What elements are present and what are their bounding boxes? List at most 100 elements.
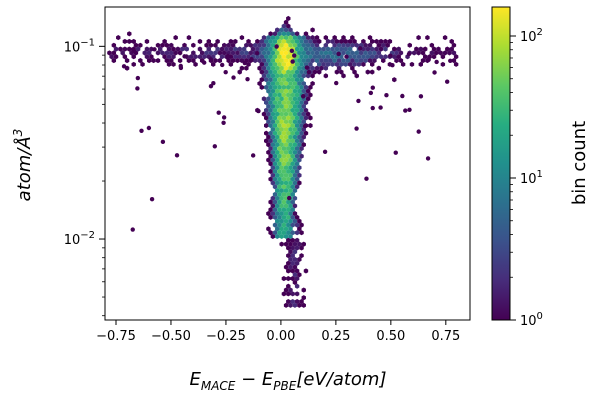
hexbin-cell [283, 180, 289, 186]
hexbin-cell [301, 103, 306, 109]
hexbin-cell [122, 54, 128, 60]
hexbin-cell [109, 54, 114, 60]
hexbin-cell [268, 207, 273, 213]
hexbin-cell [286, 222, 291, 228]
hexbin-cell [334, 69, 340, 75]
hexbin-cell [290, 145, 295, 152]
hexbin-cell [286, 207, 291, 213]
hexbin-cell [305, 111, 311, 117]
hexbin-cell [442, 50, 448, 56]
hexbin-cell [323, 35, 329, 41]
hexbin-cell [202, 60, 207, 65]
hexbin-cell [301, 119, 306, 125]
hexbin-cell [299, 253, 304, 259]
hexbin-cell [370, 85, 375, 90]
hexbin-cell [175, 46, 181, 52]
hexbin-cell [279, 126, 284, 132]
hexbin-cell [270, 180, 276, 186]
hexbin-cell [286, 184, 291, 190]
hexbin-cell [330, 61, 335, 67]
hexbin-cell [277, 207, 282, 213]
hexbin-cell [328, 58, 333, 64]
hexbin-cell [286, 253, 291, 259]
hexbin-cell [268, 115, 273, 121]
hexbin-cell [294, 100, 300, 106]
hexbin-cell [124, 58, 130, 64]
hexbin-cell [283, 73, 289, 79]
hexbin-cell [297, 126, 302, 132]
hexbin-cell [144, 38, 150, 44]
hexbin-cell [180, 46, 185, 52]
hexbin-cell [255, 46, 260, 52]
hexbin-cell [292, 302, 298, 308]
hexbin-cell [139, 128, 144, 133]
hexbin-cell [292, 203, 298, 209]
hexbin-cell [303, 54, 309, 60]
hexbin-cell [341, 50, 346, 56]
hexbin-cell [277, 115, 282, 121]
hexbin-cell [451, 42, 457, 48]
hexbin-cell [275, 111, 280, 117]
hexbin-cell [166, 61, 172, 67]
hexbin-cell [131, 61, 136, 67]
hexbin-cell [266, 111, 271, 117]
hexbin-cell [274, 44, 279, 49]
hexbin-cell [288, 103, 293, 109]
hexbin-cell [275, 195, 280, 201]
hexbin-cell [268, 168, 273, 175]
hexbin-cell [235, 58, 240, 64]
hexbin-cell [215, 46, 220, 52]
hexbin-cell [440, 54, 446, 60]
hexbin-cell [152, 47, 157, 52]
hexbin-cell [286, 23, 291, 29]
hexbin-cell [310, 50, 315, 56]
hexbin-cell [279, 35, 284, 41]
hexbin-cell [286, 115, 291, 121]
hexbin-cell [244, 50, 249, 56]
hexbin-cell [233, 38, 238, 44]
hexbin-cell [297, 172, 302, 178]
hexbin-cell [383, 38, 388, 44]
hexbin-cell [286, 283, 291, 289]
hexbin-cell [378, 46, 384, 52]
hexbin-cell [361, 38, 366, 44]
hexbin-cell [266, 58, 271, 64]
hexbin-cell [299, 107, 304, 113]
hexbin-cell [279, 149, 284, 155]
hexbin-cell [390, 63, 395, 68]
hexbin-cell [365, 54, 370, 60]
hexbin-cell [277, 176, 282, 182]
hexbin-cell [182, 42, 187, 48]
hexbin-cell [370, 54, 375, 60]
hexbin-cell [312, 54, 317, 60]
hexbin-cell [414, 46, 419, 52]
hexbin-cell [286, 291, 291, 297]
hexbin-cell [303, 31, 309, 37]
hexbin-cell [246, 61, 251, 67]
hexbin-cell [376, 65, 382, 71]
hexbin-cell [255, 50, 260, 56]
hexbin-cell [279, 88, 284, 94]
hexbin-cell [297, 226, 302, 232]
hexbin-cell [146, 125, 152, 131]
hexbin-cell [133, 42, 139, 48]
hexbin-cell [288, 233, 293, 240]
hexbin-cell [325, 46, 331, 52]
hexbin-cell [286, 214, 291, 220]
hexbin-cell [279, 111, 284, 117]
hexbin-cell [299, 38, 304, 44]
hexbin-cell [301, 142, 306, 148]
hexbin-cell [222, 42, 227, 48]
hexbin-cell [286, 276, 291, 282]
hexbin-cell [252, 42, 258, 48]
hexbin-cell [277, 161, 282, 167]
hexbin-cell [275, 157, 280, 163]
hexbin-cell [294, 130, 300, 136]
hexbin-cell [299, 298, 304, 305]
hexbin-cell [270, 233, 276, 240]
hexbin-cell [288, 241, 293, 247]
hexbin-cell [288, 157, 293, 163]
hexbin-cell [275, 233, 280, 240]
hexbin-cell [166, 54, 172, 60]
hexbin-cell [317, 38, 322, 44]
